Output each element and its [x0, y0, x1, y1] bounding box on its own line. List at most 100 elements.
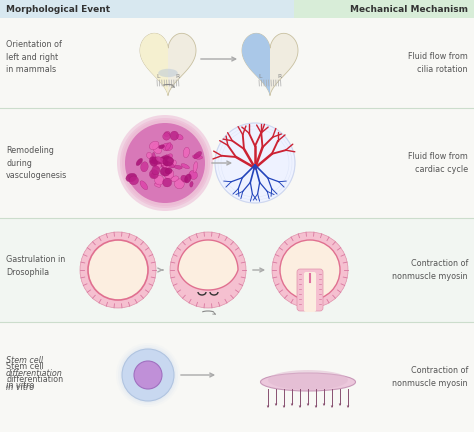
Ellipse shape [171, 176, 179, 181]
Ellipse shape [159, 145, 164, 149]
Bar [0, 18, 474, 108]
Circle shape [116, 343, 180, 407]
Circle shape [170, 232, 246, 308]
Ellipse shape [155, 175, 164, 185]
Text: Contraction of
nonmuscle myosin: Contraction of nonmuscle myosin [392, 259, 468, 281]
Circle shape [134, 361, 162, 389]
Ellipse shape [160, 167, 170, 176]
Text: Mechanical Mechanism: Mechanical Mechanism [350, 4, 468, 13]
Ellipse shape [181, 164, 190, 169]
Ellipse shape [155, 183, 161, 187]
Bar [294, 0, 474, 18]
Ellipse shape [165, 143, 171, 150]
Circle shape [215, 123, 295, 203]
Ellipse shape [136, 159, 143, 165]
Ellipse shape [168, 154, 173, 159]
Text: Stem cell
differentiation: Stem cell differentiation [6, 362, 63, 384]
Ellipse shape [152, 157, 157, 161]
Polygon shape [242, 33, 270, 95]
Ellipse shape [126, 173, 137, 182]
Ellipse shape [167, 158, 173, 162]
Ellipse shape [158, 69, 178, 77]
Ellipse shape [161, 159, 169, 168]
Ellipse shape [165, 155, 171, 162]
Ellipse shape [268, 370, 348, 390]
Text: Morphological Event: Morphological Event [6, 4, 110, 13]
Ellipse shape [162, 143, 173, 151]
Text: Fluid flow from
cardiac cycle: Fluid flow from cardiac cycle [408, 152, 468, 174]
Text: Orientation of
left and right
in mammals: Orientation of left and right in mammals [6, 40, 62, 74]
Ellipse shape [141, 162, 148, 172]
Ellipse shape [181, 175, 188, 182]
Text: R: R [176, 74, 180, 79]
Circle shape [117, 115, 213, 211]
Ellipse shape [155, 157, 165, 163]
Text: Fluid flow from
cilia rotation: Fluid flow from cilia rotation [408, 52, 468, 74]
Ellipse shape [161, 157, 165, 164]
Ellipse shape [163, 178, 172, 187]
Circle shape [118, 345, 178, 405]
Polygon shape [140, 33, 196, 95]
Ellipse shape [149, 157, 157, 167]
Circle shape [125, 123, 205, 203]
FancyBboxPatch shape [297, 269, 323, 311]
Ellipse shape [189, 171, 198, 179]
Bar [0, 218, 474, 322]
Text: Stem cell
differentiation
in vitro: Stem cell differentiation in vitro [6, 356, 63, 390]
Text: in vitro: in vitro [6, 382, 34, 391]
Bar [0, 322, 474, 432]
Circle shape [280, 240, 340, 300]
Ellipse shape [152, 166, 160, 175]
FancyBboxPatch shape [304, 272, 316, 312]
Polygon shape [140, 33, 168, 95]
Ellipse shape [163, 164, 172, 168]
Polygon shape [242, 33, 298, 95]
Text: Remodeling
during
vasculogenesis: Remodeling during vasculogenesis [6, 146, 67, 180]
Circle shape [120, 347, 176, 403]
Ellipse shape [152, 152, 155, 161]
Polygon shape [178, 240, 238, 290]
Ellipse shape [165, 168, 172, 174]
Ellipse shape [192, 155, 202, 159]
Text: L: L [156, 74, 160, 79]
Ellipse shape [163, 133, 170, 140]
Text: Gastrulation in
Drosophila: Gastrulation in Drosophila [6, 255, 65, 277]
Ellipse shape [153, 144, 162, 154]
Ellipse shape [164, 131, 170, 137]
Ellipse shape [183, 147, 190, 158]
Bar [0, 0, 294, 18]
Circle shape [122, 120, 208, 206]
Ellipse shape [193, 162, 198, 173]
Ellipse shape [171, 160, 176, 168]
Ellipse shape [162, 159, 168, 166]
Ellipse shape [174, 165, 182, 169]
Ellipse shape [168, 162, 174, 168]
Ellipse shape [163, 157, 173, 166]
Ellipse shape [140, 181, 148, 190]
Ellipse shape [164, 169, 174, 179]
Circle shape [272, 232, 348, 308]
Ellipse shape [174, 179, 184, 189]
Circle shape [122, 349, 174, 401]
Ellipse shape [160, 156, 169, 161]
Ellipse shape [190, 181, 193, 187]
Circle shape [80, 232, 156, 308]
Bar [0, 108, 474, 218]
Ellipse shape [149, 170, 158, 179]
Ellipse shape [184, 174, 191, 183]
Ellipse shape [155, 162, 161, 168]
Text: R: R [278, 74, 282, 79]
Ellipse shape [176, 134, 183, 140]
Ellipse shape [261, 373, 356, 391]
Ellipse shape [151, 173, 155, 178]
Text: L: L [258, 74, 262, 79]
Circle shape [120, 118, 210, 208]
Ellipse shape [150, 160, 161, 164]
Ellipse shape [162, 161, 169, 166]
Ellipse shape [129, 176, 138, 185]
Text: Contraction of
nonmuscle myosin: Contraction of nonmuscle myosin [392, 366, 468, 388]
Ellipse shape [162, 157, 170, 163]
Ellipse shape [170, 131, 179, 140]
Ellipse shape [149, 141, 159, 150]
Ellipse shape [146, 152, 152, 159]
